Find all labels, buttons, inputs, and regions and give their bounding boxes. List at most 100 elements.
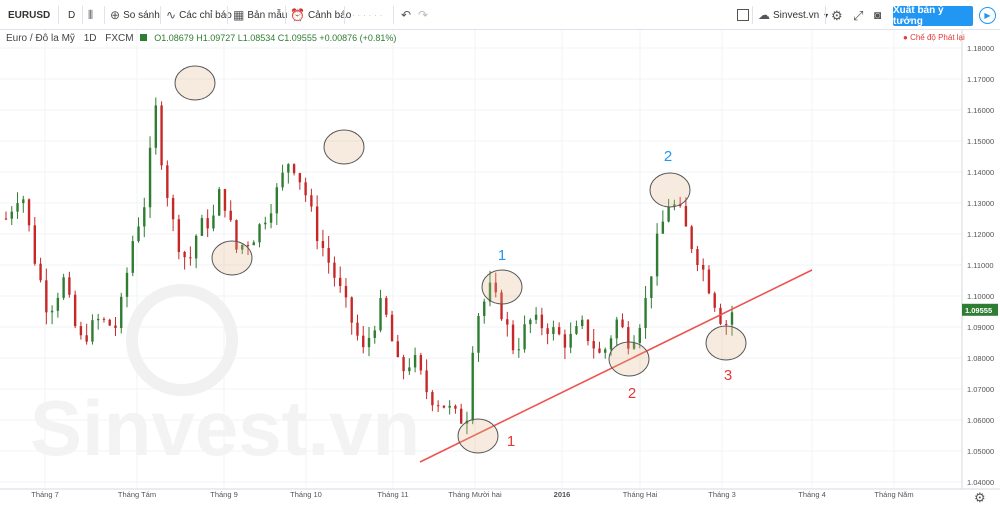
candle-body xyxy=(338,277,342,287)
candle-body xyxy=(166,165,169,198)
highlight-ellipse[interactable] xyxy=(174,65,216,101)
candle-body xyxy=(344,286,348,298)
candle-body xyxy=(385,298,388,315)
candle-body xyxy=(425,370,428,393)
highlight-ellipse[interactable] xyxy=(211,240,253,276)
candle-body xyxy=(27,199,31,226)
templates-button[interactable]: ▦ Bản mẫu xyxy=(233,0,287,30)
highlight-ellipse[interactable] xyxy=(323,129,365,165)
highlight-ellipse[interactable] xyxy=(649,172,691,208)
candle-body xyxy=(408,367,411,372)
alerts-button[interactable]: ⏰ Cảnh báo xyxy=(290,0,351,30)
candle-body xyxy=(436,405,440,407)
time-tick-label: Tháng 10 xyxy=(290,490,322,499)
time-tick-label: Tháng Tám xyxy=(118,490,156,499)
candle-body xyxy=(459,408,463,424)
indicators-button[interactable]: ∿ Các chỉ báo xyxy=(166,0,232,30)
trend-line[interactable] xyxy=(419,269,813,463)
legend-interval: 1D xyxy=(83,33,97,44)
indicators-label: Các chỉ báo xyxy=(179,9,232,21)
price-tick-label: 1.18000 xyxy=(967,44,994,53)
time-tick-label: Tháng Mười hai xyxy=(448,490,502,499)
alarm-clock-icon: ⏰ xyxy=(290,8,305,22)
candle-body xyxy=(171,197,175,220)
highlight-ellipse[interactable] xyxy=(705,325,747,361)
candle-body xyxy=(177,219,181,253)
candle-body xyxy=(575,326,578,334)
compare-button[interactable]: ⊕ So sánh xyxy=(110,0,160,30)
layout-menu[interactable]: ☁ Sinvest.vn ▾ xyxy=(758,0,828,30)
candle-body xyxy=(517,349,521,351)
candle-body xyxy=(160,105,163,166)
price-tick-label: 1.06000 xyxy=(967,416,994,425)
candle-body xyxy=(315,206,319,242)
watermark-text: Sinvest.vn xyxy=(30,384,420,472)
undo-button[interactable]: ↶ xyxy=(401,0,414,30)
candle-body xyxy=(333,262,336,278)
brand-label: Sinvest.vn xyxy=(773,9,820,21)
candle-body xyxy=(50,310,54,313)
candle-body xyxy=(16,203,19,212)
candle-body xyxy=(477,315,480,353)
highlight-ellipses xyxy=(174,65,747,454)
camera-icon: ◙ xyxy=(874,8,882,22)
price-tick-label: 1.14000 xyxy=(967,168,994,177)
undo-icon: ↶ xyxy=(401,8,412,22)
axis-settings-button[interactable]: ⚙ xyxy=(974,490,986,506)
candle-body xyxy=(367,337,371,348)
highlight-ellipse[interactable] xyxy=(457,418,499,454)
candle-body xyxy=(494,282,497,293)
alerts-label: Cảnh báo xyxy=(307,9,352,21)
time-tick-label: Tháng 3 xyxy=(708,490,736,499)
candle-body xyxy=(696,249,699,265)
symbol-selector[interactable]: EURUSD xyxy=(8,0,50,30)
price-tick-label: 1.16000 xyxy=(967,106,994,115)
top-toolbar: EURUSD D ⫴ ⊕ So sánh ∿ Các chỉ báo ▦ Bản mẫ… xyxy=(0,0,1000,30)
time-tick-label: Tháng 4 xyxy=(798,490,826,499)
candle-body xyxy=(471,352,474,421)
interval-selector[interactable]: D xyxy=(68,0,75,30)
candle-body xyxy=(131,241,134,273)
replay-dots: · · · · · · xyxy=(352,10,383,20)
candle-body xyxy=(719,307,722,324)
fullscreen-button[interactable]: ⤢ xyxy=(853,0,866,30)
candle-body xyxy=(154,105,158,148)
toolbar-divider xyxy=(104,6,105,24)
highlight-ellipse[interactable] xyxy=(481,269,523,305)
fullscreen-square-button[interactable] xyxy=(737,0,749,30)
candle-body xyxy=(529,319,532,325)
chevron-down-icon: ▾ xyxy=(824,10,829,20)
candle-body xyxy=(534,314,538,320)
price-tick-label: 1.07000 xyxy=(967,385,994,394)
replay-mode-text: Chế độ Phát lại xyxy=(910,33,965,42)
candle-body xyxy=(10,211,13,219)
snapshot-button[interactable]: ◙ xyxy=(874,0,884,30)
chart-grid xyxy=(0,30,962,489)
play-button[interactable]: ▶ xyxy=(979,7,996,24)
price-tick-label: 1.17000 xyxy=(967,75,994,84)
candle-body xyxy=(85,335,88,342)
candle-body xyxy=(655,233,659,277)
chart-type-button[interactable]: ⫴ xyxy=(88,0,96,30)
candle-body xyxy=(102,318,106,320)
candle-body xyxy=(586,319,590,342)
time-tick-label: Tháng 11 xyxy=(377,490,408,499)
publish-idea-button[interactable]: Xuất bản ý tưởng xyxy=(893,5,973,27)
redo-button[interactable]: ↷ xyxy=(418,0,431,30)
settings-button[interactable]: ⚙ xyxy=(831,0,846,30)
candle-body xyxy=(431,392,434,406)
candle-body xyxy=(96,318,100,321)
expand-icon: ⤢ xyxy=(853,7,864,23)
candle-body xyxy=(396,341,400,358)
highlight-ellipse[interactable] xyxy=(608,341,650,377)
plus-circle-icon: ⊕ xyxy=(110,8,121,22)
candle-body xyxy=(281,172,284,188)
candle-body xyxy=(373,330,376,338)
candle-body xyxy=(143,207,146,227)
candle-body xyxy=(506,319,509,325)
candle-body xyxy=(125,272,129,297)
candle-body xyxy=(304,182,307,196)
candle-body xyxy=(148,147,152,208)
candle-body xyxy=(33,225,37,264)
